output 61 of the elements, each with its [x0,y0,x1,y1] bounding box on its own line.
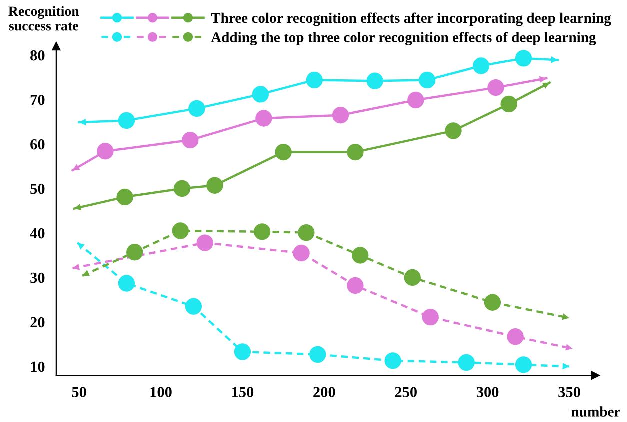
y-tick-label: 60 [30,139,45,150]
x-tick-label: 200 [314,387,336,398]
point [97,143,114,160]
legend-label: Three color recognition effects after incorporating deep learning [211,12,612,26]
y-tick-label: 30 [30,272,45,284]
point [206,177,224,194]
y-tick-label: 40 [30,228,45,239]
point [293,244,310,262]
point [185,298,202,315]
point [116,188,134,206]
point [515,50,532,67]
point [256,110,272,127]
point [118,112,136,130]
point [254,224,271,240]
y-tick-label: 10 [31,362,45,372]
x-tick-label: 300 [476,387,499,398]
point [347,277,364,294]
point [306,72,323,89]
point [488,79,504,96]
x-tick-label: 50 [72,387,86,398]
x-axis-title: number [572,406,620,417]
y-tick-label: 80 [30,50,45,61]
point [472,58,490,74]
point [174,180,191,198]
line-series [72,77,548,172]
point [507,328,524,346]
point [352,247,369,264]
point [404,269,421,286]
point [408,92,424,109]
point [310,346,326,364]
y-tick-label: 50 [30,184,45,194]
y-tick-label: 70 [30,94,45,106]
x-tick-label: 250 [395,387,417,398]
point [419,72,436,89]
point [515,356,532,374]
point [484,294,502,311]
point [172,222,189,240]
point [234,344,252,360]
y-axis-title: Recognition success rate [8,6,80,31]
point [298,224,315,242]
x-tick-label: 350 [558,387,580,398]
point [188,100,206,118]
y-tick-label: 20 [30,317,45,328]
point [422,308,439,326]
point [458,354,475,372]
point [252,86,270,103]
legend-label: Adding the top three color recognition effects of deep learning [211,32,596,46]
point [366,72,384,90]
x-tick-label: 150 [232,387,254,398]
x-tick-label: 100 [150,387,172,398]
point [347,144,364,161]
point [445,122,462,140]
point [182,132,199,149]
point [118,275,136,292]
point [275,144,292,161]
point [196,234,214,252]
point [126,244,144,261]
point [384,352,402,370]
point [500,96,518,113]
point [332,107,350,124]
line-series [73,82,552,210]
